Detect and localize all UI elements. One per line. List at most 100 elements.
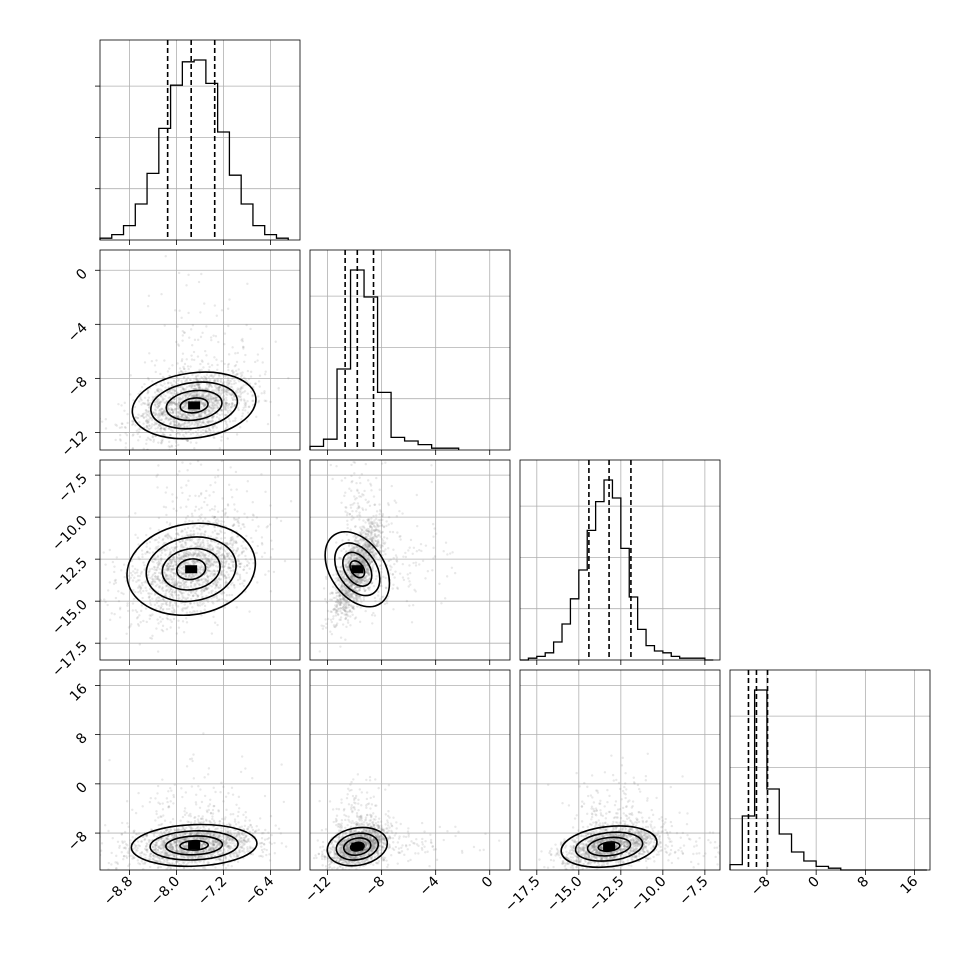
data-point bbox=[385, 537, 389, 540]
data-point bbox=[360, 581, 363, 585]
data-point bbox=[210, 548, 214, 552]
data-point bbox=[343, 565, 347, 568]
data-point bbox=[356, 550, 359, 553]
data-point bbox=[367, 520, 370, 523]
data-point bbox=[339, 586, 342, 590]
data-point bbox=[205, 374, 208, 377]
data-point bbox=[343, 578, 346, 581]
data-point bbox=[230, 406, 233, 409]
data-point bbox=[94, 614, 96, 616]
data-point bbox=[361, 531, 364, 535]
data-point bbox=[335, 605, 338, 608]
data-point bbox=[213, 621, 217, 624]
data-point bbox=[261, 347, 264, 350]
data-point bbox=[205, 559, 209, 563]
data-point bbox=[329, 610, 332, 613]
data-point bbox=[225, 594, 228, 597]
data-point bbox=[373, 614, 377, 617]
data-point bbox=[169, 550, 173, 554]
data-point bbox=[190, 591, 193, 595]
data-point bbox=[194, 375, 198, 379]
data-point bbox=[199, 566, 202, 569]
data-point bbox=[354, 595, 358, 598]
data-point bbox=[147, 420, 150, 423]
data-point bbox=[349, 575, 353, 579]
data-point bbox=[191, 606, 194, 609]
data-point bbox=[187, 311, 190, 315]
data-point bbox=[379, 518, 382, 521]
data-point bbox=[141, 555, 144, 559]
data-point bbox=[191, 573, 194, 576]
data-point bbox=[211, 402, 215, 405]
data-point bbox=[182, 555, 185, 558]
data-point bbox=[224, 581, 227, 585]
data-point bbox=[212, 415, 215, 419]
data-point bbox=[357, 585, 360, 589]
data-point bbox=[199, 335, 203, 339]
data-point bbox=[161, 579, 165, 582]
data-point bbox=[216, 468, 220, 472]
data-point bbox=[189, 538, 192, 542]
data-point bbox=[196, 383, 199, 387]
data-point bbox=[153, 364, 157, 367]
data-point bbox=[147, 411, 150, 414]
data-point bbox=[374, 599, 377, 603]
data-point bbox=[261, 361, 264, 364]
data-point bbox=[352, 597, 355, 601]
data-point bbox=[164, 535, 167, 538]
data-point bbox=[214, 561, 218, 564]
data-point bbox=[198, 398, 201, 401]
data-point bbox=[146, 426, 149, 430]
data-point bbox=[200, 578, 203, 582]
data-point bbox=[202, 602, 205, 605]
data-point bbox=[173, 547, 177, 551]
data-point bbox=[171, 401, 174, 405]
data-point bbox=[180, 543, 184, 546]
data-point bbox=[169, 535, 172, 539]
data-point bbox=[122, 563, 126, 566]
data-point bbox=[192, 533, 196, 537]
data-point bbox=[377, 530, 380, 533]
data-point bbox=[369, 531, 373, 535]
data-point bbox=[351, 509, 354, 513]
data-point bbox=[148, 596, 151, 599]
data-point bbox=[167, 565, 171, 568]
data-point bbox=[350, 407, 352, 409]
data-point bbox=[213, 396, 216, 400]
data-point bbox=[222, 397, 226, 400]
data-point bbox=[206, 558, 209, 561]
data-point bbox=[226, 425, 229, 429]
data-point bbox=[197, 386, 201, 389]
data-point bbox=[146, 403, 149, 407]
data-point bbox=[167, 407, 170, 410]
data-point bbox=[368, 558, 371, 562]
data-point bbox=[148, 540, 152, 544]
data-point bbox=[350, 593, 353, 597]
data-point bbox=[169, 433, 172, 437]
data-point bbox=[144, 579, 148, 583]
data-point bbox=[171, 604, 174, 607]
data-point bbox=[200, 423, 203, 427]
data-point bbox=[197, 428, 200, 432]
data-point bbox=[151, 395, 154, 399]
data-point bbox=[173, 601, 177, 604]
data-point bbox=[221, 408, 224, 412]
data-point bbox=[179, 585, 183, 588]
data-point bbox=[354, 525, 357, 529]
data-point bbox=[180, 358, 184, 361]
data-point bbox=[344, 577, 347, 581]
data-point bbox=[196, 460, 200, 463]
data-point bbox=[337, 601, 340, 604]
data-point bbox=[354, 596, 358, 599]
data-point bbox=[167, 534, 170, 537]
data-point bbox=[172, 398, 176, 401]
data-point bbox=[215, 387, 219, 390]
data-point bbox=[217, 577, 221, 581]
data-point bbox=[153, 557, 157, 561]
data-point bbox=[179, 569, 182, 573]
data-point bbox=[177, 570, 180, 573]
data-point bbox=[185, 561, 189, 565]
data-point bbox=[345, 591, 348, 594]
data-point bbox=[372, 555, 376, 558]
data-point bbox=[193, 582, 196, 586]
